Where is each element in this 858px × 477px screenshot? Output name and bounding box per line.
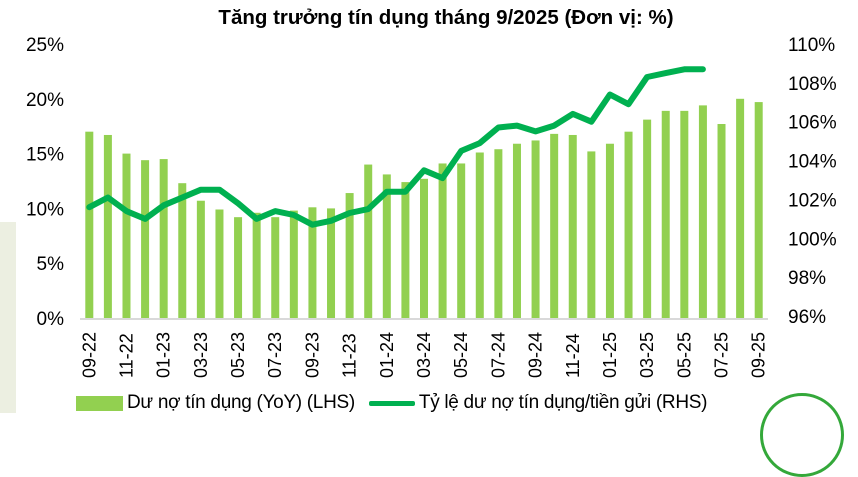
highlight-circle-icon (760, 393, 844, 477)
right-axis-tick: 108% (788, 74, 837, 95)
x-axis-tick: 07-23 (265, 332, 285, 378)
right-axis-tick: 102% (788, 190, 837, 211)
bar (382, 174, 391, 318)
bar (550, 133, 559, 318)
x-axis-tick: 09-25 (749, 332, 769, 378)
right-axis-tick: 104% (788, 152, 837, 173)
bar (494, 149, 503, 318)
bar (345, 193, 354, 318)
bar (587, 151, 596, 318)
x-axis-tick: 05-24 (451, 332, 471, 378)
x-axis-tick: 11-23 (340, 333, 360, 378)
bar (717, 124, 726, 319)
x-axis-tick: 01-24 (377, 332, 397, 378)
x-axis-tick: 11-24 (563, 333, 583, 378)
x-axis-tick: 07-24 (488, 332, 508, 378)
bar (512, 143, 521, 318)
x-axis-tick: 09-23 (302, 332, 322, 378)
ratio-line (86, 66, 706, 228)
x-axis-tick: 01-23 (154, 332, 174, 378)
right-axis-tick: 98% (788, 268, 826, 289)
bar (401, 182, 410, 318)
x-axis-tick: 01-25 (600, 332, 620, 378)
bar (196, 200, 205, 318)
right-axis-tick: 100% (788, 229, 837, 250)
bar (420, 178, 428, 318)
bar (698, 105, 707, 318)
bar (271, 217, 280, 318)
bar (475, 152, 484, 318)
bar (661, 110, 670, 318)
legend-bar-swatch (76, 395, 123, 411)
bar (178, 183, 187, 318)
bar (308, 207, 317, 318)
bar (643, 119, 652, 319)
right-axis-tick: 106% (788, 113, 837, 134)
bar (364, 164, 373, 318)
left-axis-tick: 10% (26, 199, 64, 220)
x-axis-tick: 03-24 (414, 332, 434, 378)
legend: Dư nợ tín dụng (YoY) (LHS) Tỷ lệ dư nợ t… (76, 392, 707, 414)
bar (122, 153, 131, 318)
left-axis-tick: 25% (26, 35, 64, 56)
left-axis-tick: 5% (37, 254, 65, 275)
legend-line-label: Tỷ lệ dư nợ tín dụng/tiền gửi (RHS) (418, 392, 708, 413)
bar (215, 209, 224, 318)
bar (252, 212, 261, 318)
bar (103, 134, 112, 318)
left-axis-tick: 20% (26, 90, 64, 111)
bar (624, 131, 633, 318)
legend-bar-label: Dư nợ tín dụng (YoY) (LHS) (127, 392, 355, 413)
x-axis-tick: 11-22 (116, 333, 136, 378)
bar (531, 140, 540, 318)
x-axis-tick: 09-22 (79, 332, 99, 378)
right-axis-tick: 96% (788, 307, 826, 328)
left-axis-tick: 15% (26, 145, 64, 166)
x-axis-tick: 03-25 (637, 332, 657, 378)
legend-line-swatch (368, 400, 415, 406)
bar (680, 110, 689, 318)
bar (159, 159, 168, 318)
bar (438, 163, 447, 318)
bar (457, 163, 466, 318)
bar (568, 134, 577, 318)
x-axis-tick: 09-24 (526, 332, 546, 378)
x-axis-tick: 05-25 (674, 332, 694, 378)
bar (289, 210, 298, 318)
bar (754, 102, 763, 318)
x-axis-tick: 05-23 (228, 332, 248, 378)
bar (85, 131, 94, 318)
x-axis-tick: 03-23 (191, 332, 211, 378)
bar (234, 217, 243, 318)
chart-title: Tăng trưởng tín dụng tháng 9/2025 (Đơn v… (218, 6, 674, 29)
side-panel (0, 222, 16, 413)
x-axis-tick: 07-25 (712, 332, 732, 378)
left-axis-tick: 0% (37, 309, 65, 330)
chart-plot: 0% 5% 10% 15% 20% 25% 96% 98% 100% 102% 104% 106% 10… (26, 35, 837, 378)
bar (327, 208, 336, 318)
bar (141, 160, 150, 318)
bar (605, 143, 614, 318)
bar (736, 98, 745, 318)
right-axis-tick: 110% (788, 35, 835, 56)
